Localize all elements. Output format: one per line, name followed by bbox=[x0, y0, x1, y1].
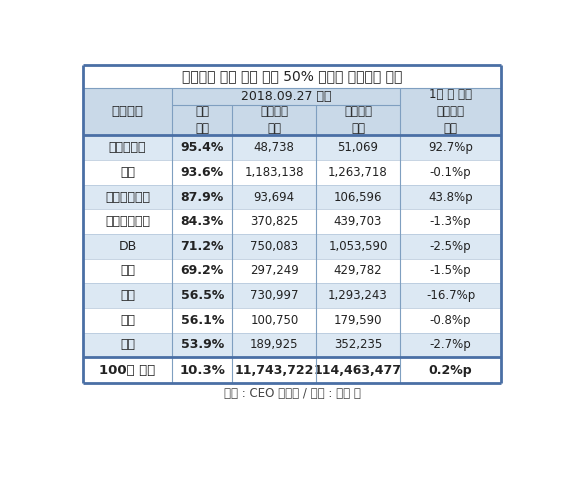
Text: 48,738: 48,738 bbox=[254, 141, 295, 154]
Text: 출처 : CEO 스코어 / 단위 : 백만 원: 출처 : CEO 스코어 / 단위 : 백만 원 bbox=[223, 387, 361, 399]
Text: 93,694: 93,694 bbox=[254, 190, 295, 204]
Text: 아이에스동서: 아이에스동서 bbox=[105, 190, 150, 204]
Text: 43.8%p: 43.8%p bbox=[428, 190, 473, 204]
Text: 보유주식
가치: 보유주식 가치 bbox=[344, 105, 372, 135]
Text: -1.3%p: -1.3%p bbox=[430, 215, 471, 228]
Text: 효성: 효성 bbox=[120, 289, 135, 302]
Text: -1.5%p: -1.5%p bbox=[430, 264, 471, 278]
Text: 100대 그룹: 100대 그룹 bbox=[99, 364, 156, 377]
Text: 114,463,477: 114,463,477 bbox=[314, 364, 402, 377]
Text: 51,069: 51,069 bbox=[337, 141, 378, 154]
Bar bbox=[400, 88, 502, 135]
Text: 352,235: 352,235 bbox=[334, 338, 382, 352]
Text: -16.7%p: -16.7%p bbox=[426, 289, 475, 302]
Text: 69.2%: 69.2% bbox=[181, 264, 224, 278]
Bar bbox=[83, 259, 502, 283]
Bar bbox=[83, 135, 502, 160]
Text: 두산: 두산 bbox=[120, 166, 135, 179]
Text: 370,825: 370,825 bbox=[250, 215, 299, 228]
Text: 56.5%: 56.5% bbox=[181, 289, 224, 302]
Text: 429,782: 429,782 bbox=[333, 264, 382, 278]
Bar bbox=[83, 65, 502, 88]
Text: 87.9%: 87.9% bbox=[181, 190, 224, 204]
Text: 유진: 유진 bbox=[120, 314, 135, 327]
Text: 한진중공업: 한진중공업 bbox=[109, 141, 146, 154]
Text: 92.7%p: 92.7%p bbox=[428, 141, 473, 154]
Text: 1,293,243: 1,293,243 bbox=[328, 289, 388, 302]
Bar bbox=[83, 88, 172, 135]
Text: 금호석유화학: 금호석유화학 bbox=[105, 215, 150, 228]
Text: -2.5%p: -2.5%p bbox=[430, 240, 471, 253]
Text: 95.4%: 95.4% bbox=[181, 141, 224, 154]
Bar bbox=[83, 357, 502, 383]
Text: -0.8%p: -0.8%p bbox=[430, 314, 471, 327]
Text: 56.1%: 56.1% bbox=[181, 314, 224, 327]
Text: 총수일가 지분 담보 비중 50% 이상인 기업집단 현황: 총수일가 지분 담보 비중 50% 이상인 기업집단 현황 bbox=[182, 69, 402, 83]
Bar bbox=[233, 105, 316, 135]
Text: 한진: 한진 bbox=[120, 338, 135, 352]
Bar bbox=[83, 283, 502, 308]
Bar bbox=[83, 185, 502, 209]
Text: 10.3%: 10.3% bbox=[180, 364, 225, 377]
Text: 750,083: 750,083 bbox=[250, 240, 298, 253]
Text: 84.3%: 84.3% bbox=[181, 215, 224, 228]
Text: 1,263,718: 1,263,718 bbox=[328, 166, 388, 179]
Text: 11,743,722: 11,743,722 bbox=[235, 364, 314, 377]
Text: 53.9%: 53.9% bbox=[181, 338, 224, 352]
Text: DB: DB bbox=[119, 240, 137, 253]
Bar bbox=[316, 105, 400, 135]
Text: 기업집단: 기업집단 bbox=[112, 105, 144, 118]
Bar bbox=[172, 105, 233, 135]
Text: 189,925: 189,925 bbox=[250, 338, 299, 352]
Bar bbox=[83, 308, 502, 333]
Bar bbox=[83, 160, 502, 185]
Bar bbox=[172, 88, 400, 105]
Text: 93.6%: 93.6% bbox=[181, 166, 224, 179]
Text: 담보
비중: 담보 비중 bbox=[195, 105, 209, 135]
Text: 0.2%p: 0.2%p bbox=[429, 364, 473, 377]
Bar bbox=[83, 333, 502, 357]
Text: 71.2%: 71.2% bbox=[181, 240, 224, 253]
Bar bbox=[83, 234, 502, 259]
Text: -2.7%p: -2.7%p bbox=[430, 338, 471, 352]
Text: 179,590: 179,590 bbox=[334, 314, 382, 327]
Text: 담보주식
가치: 담보주식 가치 bbox=[260, 105, 288, 135]
Text: 1년 전 대비
담보비중
증감: 1년 전 대비 담보비중 증감 bbox=[429, 88, 472, 135]
Text: 1,183,138: 1,183,138 bbox=[245, 166, 304, 179]
Text: 1,053,590: 1,053,590 bbox=[328, 240, 388, 253]
Text: -0.1%p: -0.1%p bbox=[430, 166, 471, 179]
Text: 439,703: 439,703 bbox=[334, 215, 382, 228]
Text: 현대: 현대 bbox=[120, 264, 135, 278]
Text: 730,997: 730,997 bbox=[250, 289, 299, 302]
Bar bbox=[83, 209, 502, 234]
Text: 2018.09.27 기준: 2018.09.27 기준 bbox=[241, 90, 331, 103]
Text: 297,249: 297,249 bbox=[250, 264, 299, 278]
Text: 100,750: 100,750 bbox=[250, 314, 299, 327]
Text: 106,596: 106,596 bbox=[334, 190, 382, 204]
